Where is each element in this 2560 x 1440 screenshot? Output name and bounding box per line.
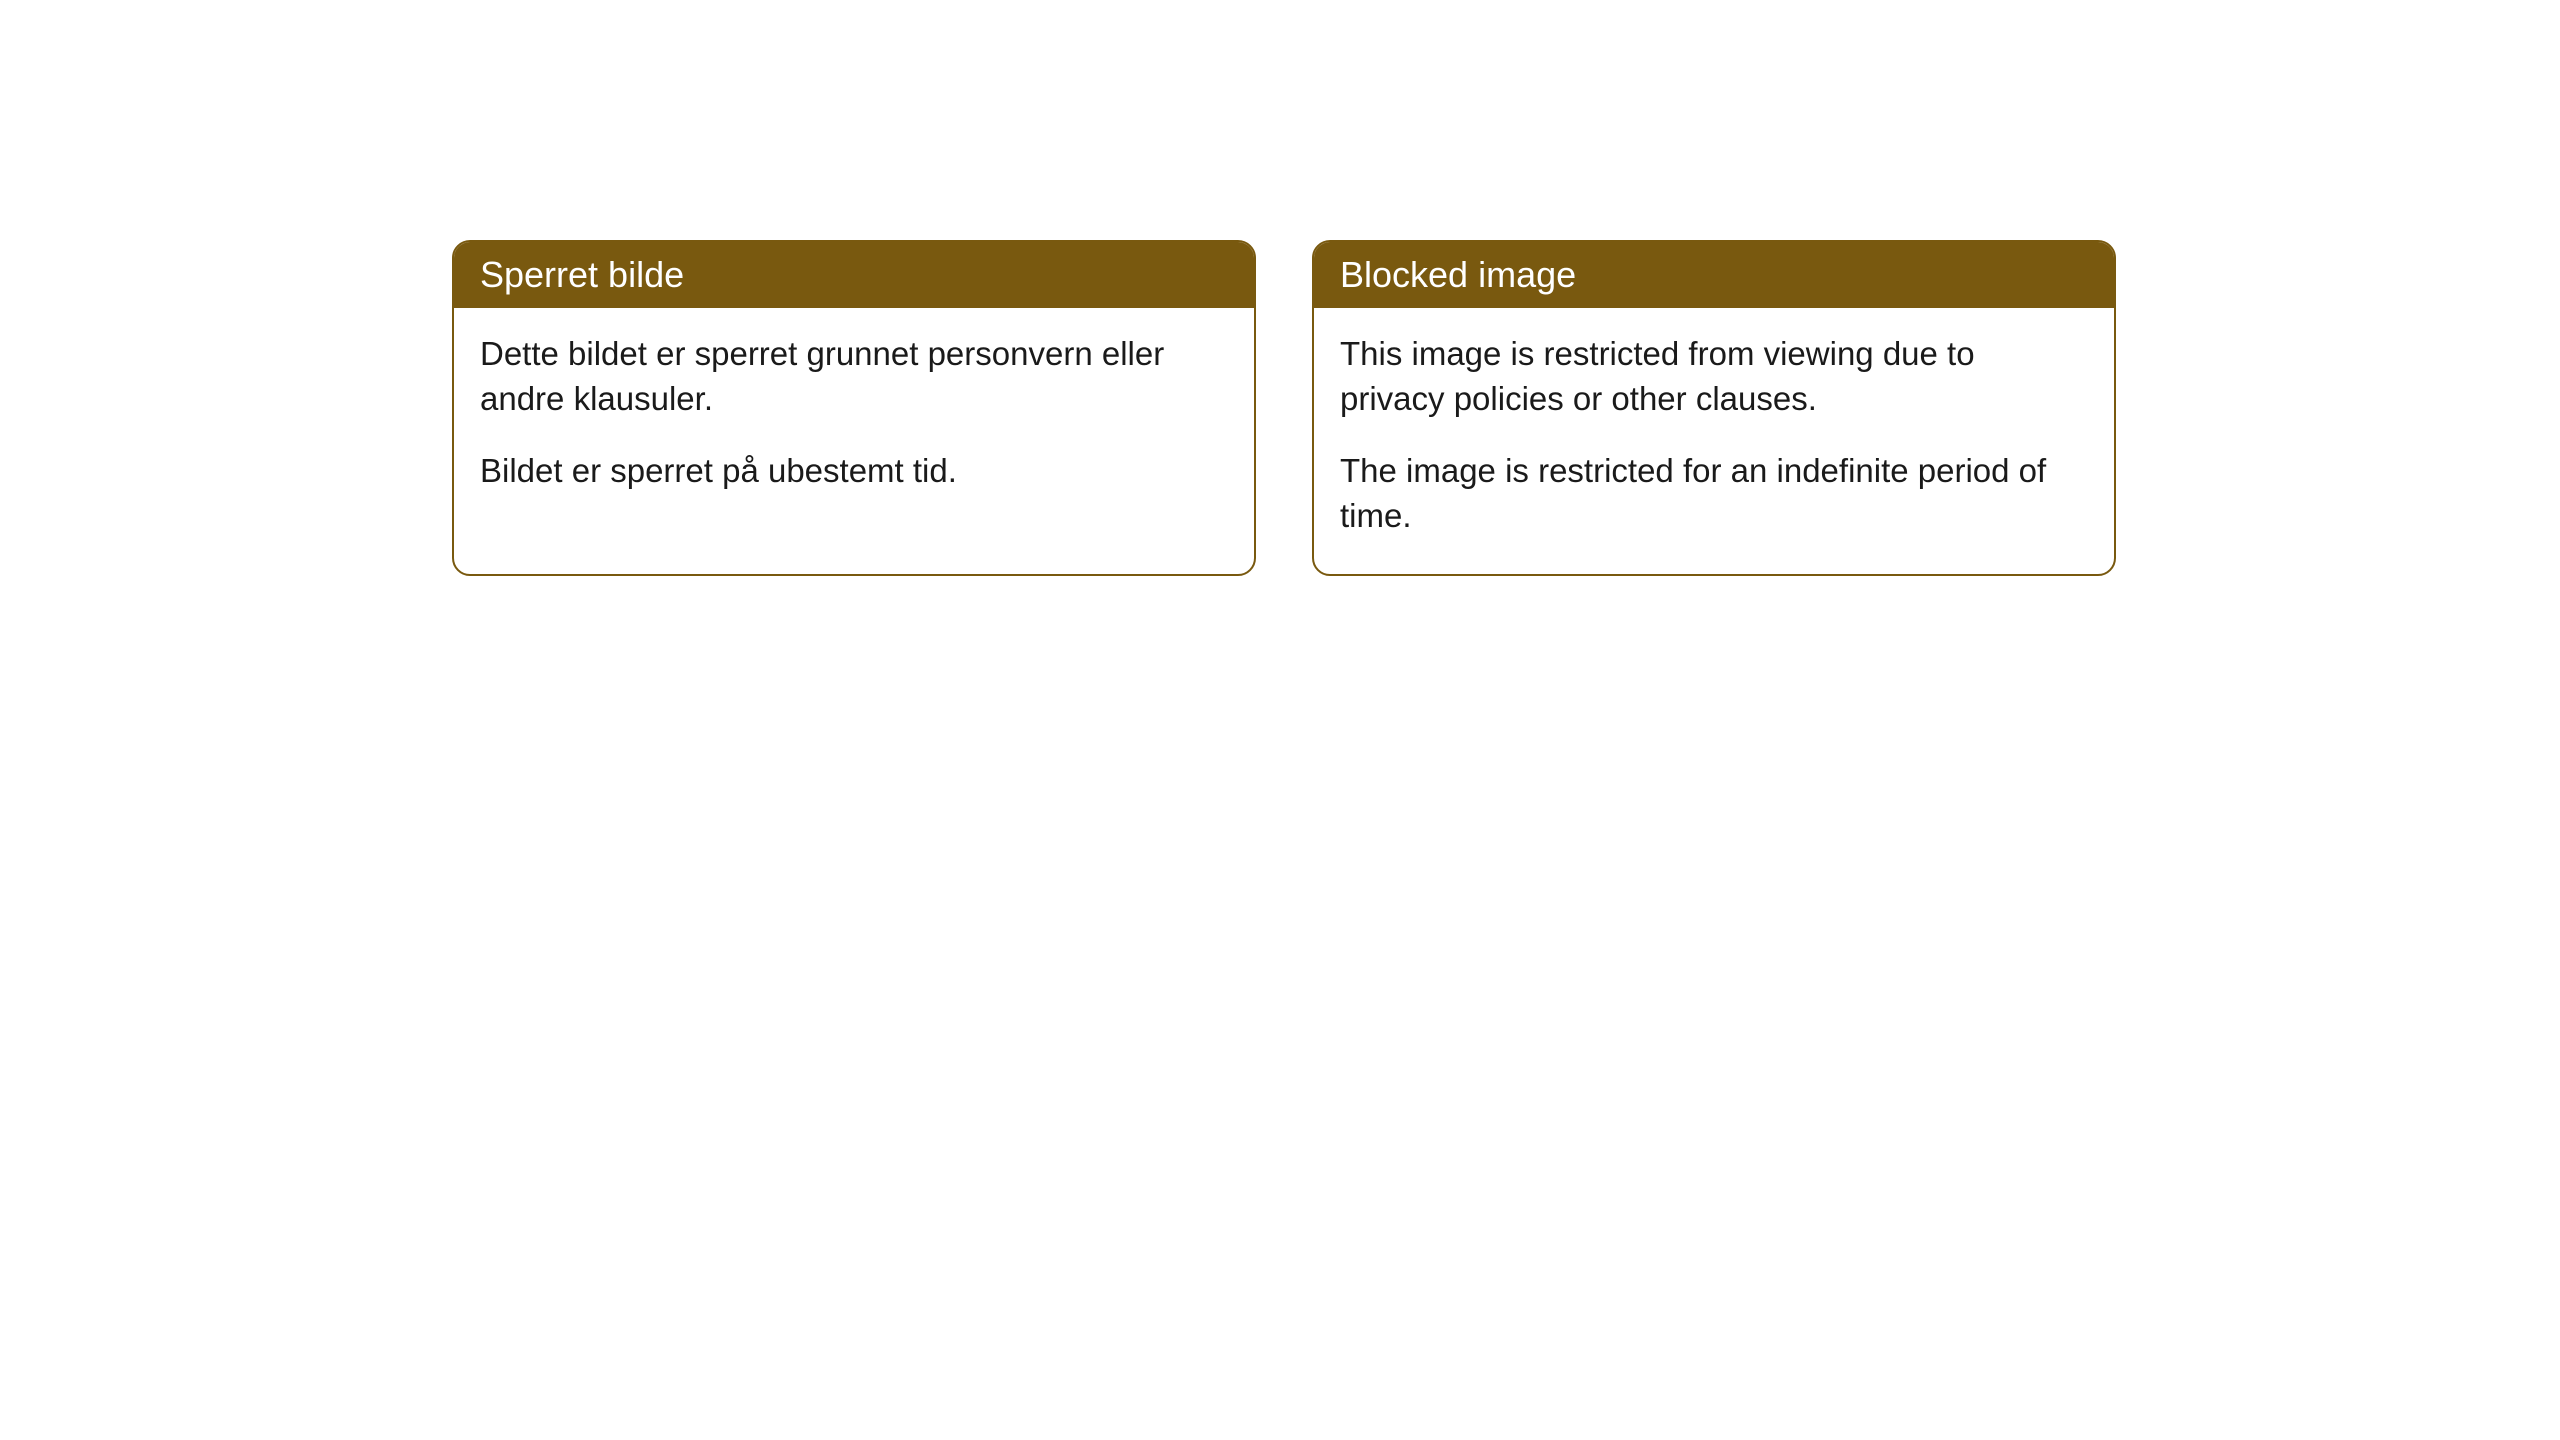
card-body: Dette bildet er sperret grunnet personve… [454,308,1254,530]
card-paragraph: Dette bildet er sperret grunnet personve… [480,332,1228,421]
blocked-image-card-no: Sperret bilde Dette bildet er sperret gr… [452,240,1256,576]
card-body: This image is restricted from viewing du… [1314,308,2114,574]
notice-container: Sperret bilde Dette bildet er sperret gr… [0,0,2560,576]
card-paragraph: The image is restricted for an indefinit… [1340,449,2088,538]
card-paragraph: Bildet er sperret på ubestemt tid. [480,449,1228,494]
card-header: Sperret bilde [454,242,1254,308]
card-paragraph: This image is restricted from viewing du… [1340,332,2088,421]
card-header: Blocked image [1314,242,2114,308]
blocked-image-card-en: Blocked image This image is restricted f… [1312,240,2116,576]
